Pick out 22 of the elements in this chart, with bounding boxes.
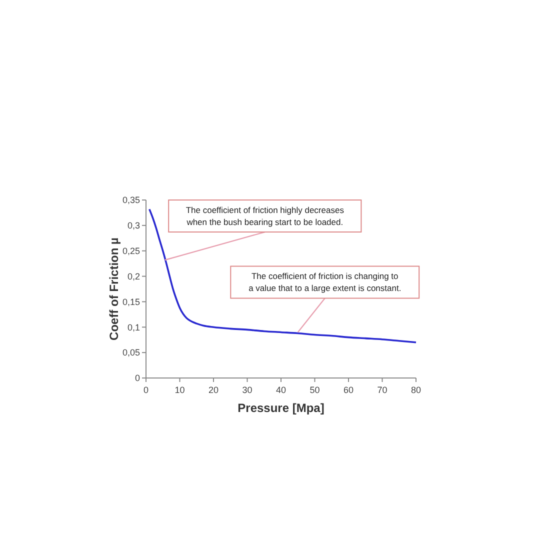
line-series xyxy=(148,208,417,344)
x-axis-title: Pressure [Mpa] xyxy=(238,401,324,415)
y-tick-label: 0,1 xyxy=(127,322,140,332)
y-tick-label: 0,2 xyxy=(127,271,140,282)
x-tick-label: 0 xyxy=(143,385,149,395)
annotation: The coefficient of friction is changing to a value that to a large extent is constant. xyxy=(248,271,402,294)
x-tick-label: 50 xyxy=(310,385,320,395)
x-tick-label: 10 xyxy=(174,385,185,395)
y-tick-label: 0 xyxy=(134,373,140,384)
x-tick-label: 70 xyxy=(377,385,388,395)
y-tick-label: 0,25 xyxy=(122,246,140,256)
y-axis-title: Coeff of Friction µ xyxy=(107,237,121,340)
y-tick-label: 0,05 xyxy=(122,348,140,358)
x-tick-label: 60 xyxy=(343,385,354,395)
x-tick-label: 30 xyxy=(242,385,252,395)
y-tick-label: 0,3 xyxy=(127,220,140,231)
x-tick-label: 20 xyxy=(208,385,219,395)
y-tick-label: 0,35 xyxy=(122,195,140,206)
x-tick-label: 40 xyxy=(276,385,286,395)
y-tick-label: 0,15 xyxy=(122,296,140,307)
x-tick-label: 80 xyxy=(410,385,422,395)
annotation: The coefficient of friction highly decreases when the bush bearing start to be loaded. xyxy=(186,205,344,228)
